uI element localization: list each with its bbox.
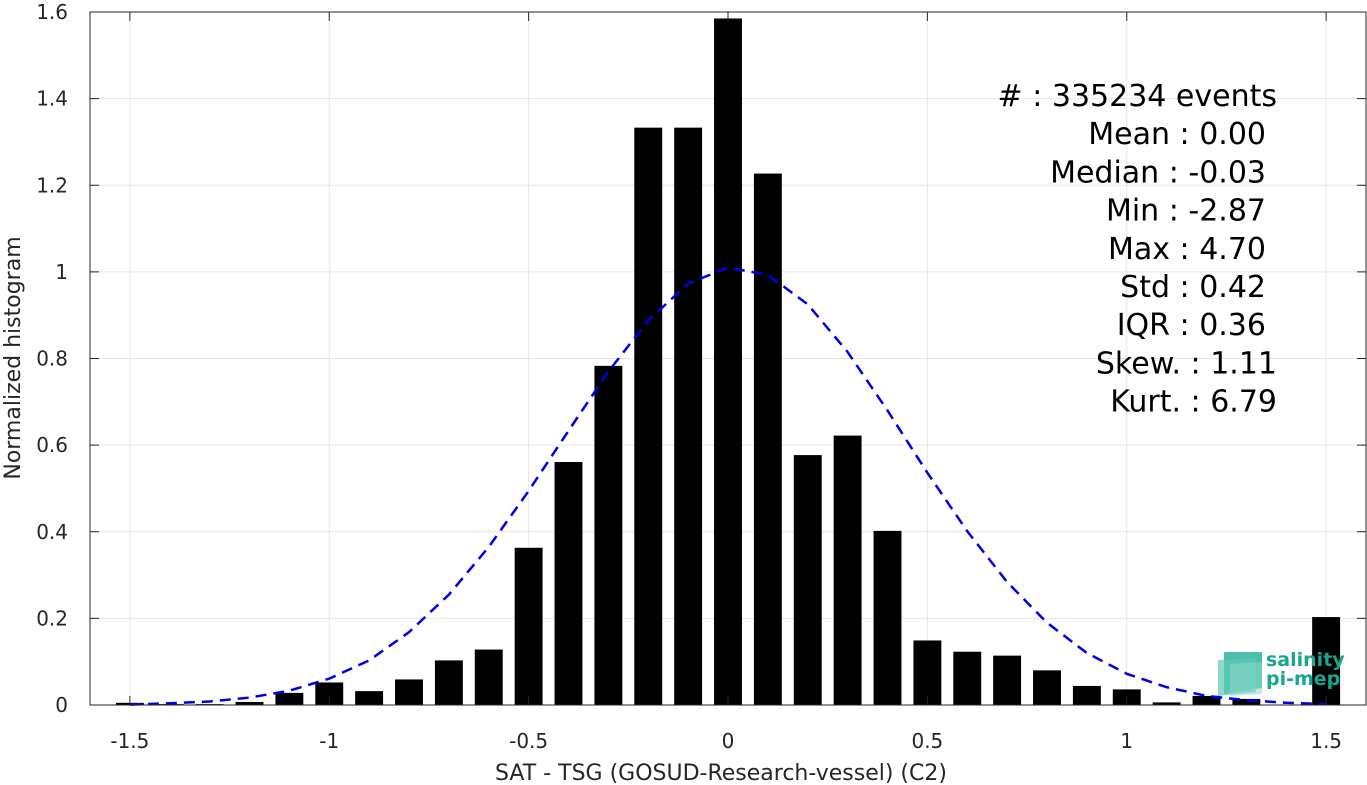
histogram-bar <box>634 127 663 705</box>
x-tick-label: -1 <box>319 729 339 753</box>
logo-wave-icon <box>1218 652 1262 696</box>
histogram-bar <box>315 682 344 705</box>
stat-line: Kurt. : 6.79 <box>1110 385 1277 420</box>
stat-line: Min : -2.87 <box>1106 194 1266 229</box>
histogram-bar <box>275 692 304 705</box>
x-tick-label: -1.5 <box>110 729 149 753</box>
y-tick-label: 0.8 <box>36 347 68 371</box>
histogram-bar <box>594 365 623 705</box>
x-tick-label: 0.5 <box>911 729 943 753</box>
y-tick-label: 0.4 <box>36 520 68 544</box>
histogram-bar <box>235 701 264 705</box>
histogram-bar <box>793 455 822 705</box>
x-tick-label: 1.5 <box>1310 729 1342 753</box>
histogram-bar <box>1232 698 1261 705</box>
x-axis-title: SAT - TSG (GOSUD-Research-vessel) (C2) <box>495 761 947 785</box>
stat-line: Mean : 0.00 <box>1088 117 1266 152</box>
histogram-bar <box>873 530 902 705</box>
histogram-bar <box>474 649 503 705</box>
axis-ticks: -1.5 -1 -0.5 0 0.5 1 1.5 0 0.2 0.4 0.6 0.8 1 1.2 1.4 1.… <box>36 0 1366 753</box>
x-tick-label: 1 <box>1120 729 1133 753</box>
histogram-bar <box>434 660 463 705</box>
histogram-bar <box>993 655 1022 705</box>
histogram-bar <box>913 640 942 705</box>
histogram-bar <box>554 462 583 705</box>
stat-line: IQR : 0.36 <box>1117 308 1266 343</box>
histogram-bar <box>953 651 982 705</box>
logo-line2: pi-mep <box>1266 668 1340 690</box>
histogram-bar <box>355 691 384 705</box>
normal-fit-curve <box>129 266 1327 706</box>
y-tick-label: 1.6 <box>36 0 68 24</box>
histogram-bars <box>115 18 1341 706</box>
histogram-bar <box>1033 670 1061 705</box>
x-tick-label: 0 <box>722 729 735 753</box>
histogram-bar <box>1192 695 1221 705</box>
histogram-bar <box>714 18 742 705</box>
y-tick-label: 0 <box>55 693 68 717</box>
y-axis-title: Normalized histogram <box>1 236 26 479</box>
stat-line: Skew. : 1.11 <box>1096 346 1277 381</box>
histogram-bar <box>1072 685 1101 705</box>
salinity-pi-mep-logo: salinity pi-mep <box>1218 649 1345 696</box>
histogram-bar <box>833 435 862 705</box>
logo-line1: salinity <box>1266 649 1345 671</box>
stat-line: Std : 0.42 <box>1120 270 1266 305</box>
y-tick-label: 1.2 <box>36 173 68 197</box>
y-tick-label: 1 <box>55 260 68 284</box>
histogram-bar <box>753 173 782 706</box>
histogram-bar <box>674 127 703 705</box>
histogram-bar <box>1312 617 1341 705</box>
x-tick-label: -0.5 <box>509 729 548 753</box>
stat-line: Median : -0.03 <box>1050 155 1266 190</box>
histogram-bar <box>395 679 423 705</box>
y-tick-label: 0.2 <box>36 606 68 630</box>
y-tick-label: 1.4 <box>36 87 68 111</box>
histogram-bar <box>1152 702 1181 705</box>
y-tick-label: 0.6 <box>36 433 68 457</box>
stat-line: Max : 4.70 <box>1108 232 1266 267</box>
histogram-bar <box>514 547 543 705</box>
stat-line: # : 335234 events <box>998 79 1277 114</box>
